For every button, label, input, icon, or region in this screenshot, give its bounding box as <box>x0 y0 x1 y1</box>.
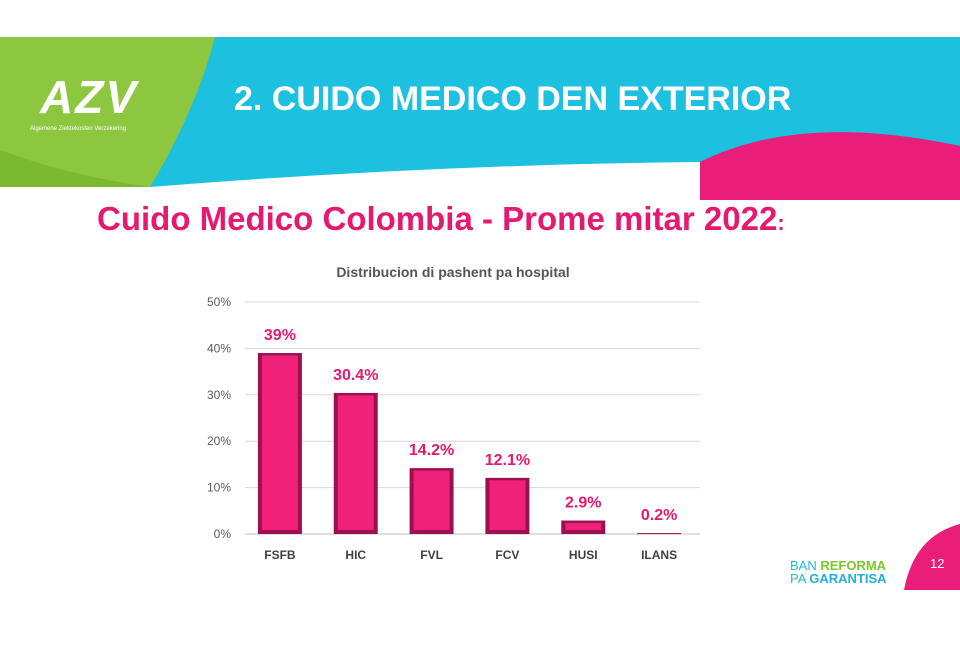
logo-subtitle: Algemene Ziektekosten Verzekering <box>30 126 127 132</box>
x-axis-ticks: FSFB HIC FVL FCV HUSI ILANS <box>264 548 677 562</box>
subtitle-text: Cuido Medico Colombia - Prome mitar 2022 <box>97 200 778 237</box>
brand-pa: PA <box>790 571 810 586</box>
x-tick-label: HIC <box>345 548 366 562</box>
y-tick-label: 50% <box>207 295 231 309</box>
brand-garantisa: GARANTISA <box>809 571 887 586</box>
page-badge <box>904 524 960 590</box>
bar-face <box>413 470 450 530</box>
bars <box>257 353 682 535</box>
data-label: 14.2% <box>409 442 454 459</box>
page-title: 2. CUIDO MEDICO DEN EXTERIOR <box>234 80 792 118</box>
x-tick-label: HUSI <box>569 548 598 562</box>
subtitle-colon: : <box>777 210 785 235</box>
brand-logo: BAN REFORMA PA GARANTISA <box>790 559 887 585</box>
bar-face <box>261 355 298 530</box>
bar-husi <box>561 520 606 534</box>
data-label: 12.1% <box>485 452 530 469</box>
y-axis-ticks: 0% 10% 20% 30% 40% 50% <box>207 295 231 541</box>
data-label: 30.4% <box>333 367 378 384</box>
page-number: 12 <box>930 556 945 571</box>
bar-face <box>337 395 374 530</box>
data-label: 0.2% <box>641 507 677 524</box>
header-banner <box>0 37 960 200</box>
x-tick-label: FCV <box>495 548 519 562</box>
brand-ban: BAN <box>790 558 821 573</box>
y-tick-label: 10% <box>207 481 231 495</box>
bar-chart: Distribucion di pashent pa hospital 0% 10… <box>207 264 700 562</box>
bar-face <box>489 480 526 530</box>
bar-fsfb <box>257 353 302 534</box>
x-tick-label: FSFB <box>264 548 296 562</box>
data-labels: 39% 30.4% 14.2% 12.1% 2.9% 0.2% <box>264 327 677 524</box>
y-tick-label: 40% <box>207 341 231 355</box>
x-tick-label: ILANS <box>641 548 677 562</box>
gridlines <box>245 301 700 535</box>
bar-ilans <box>637 533 682 535</box>
brand-reforma: REFORMA <box>820 558 887 573</box>
y-tick-label: 0% <box>214 527 232 541</box>
data-label: 2.9% <box>565 495 601 512</box>
x-tick-label: FVL <box>420 548 443 562</box>
data-label: 39% <box>264 327 296 344</box>
chart-title: Distribucion di pashent pa hospital <box>336 264 569 280</box>
bar-fcv <box>485 477 530 534</box>
bar-hic <box>333 392 378 534</box>
y-tick-label: 20% <box>207 434 231 448</box>
y-tick-label: 30% <box>207 388 231 402</box>
bar-face <box>565 522 602 530</box>
bar-fvl <box>409 468 454 534</box>
azv-logo: AZV <box>40 71 138 123</box>
slide-subtitle: Cuido Medico Colombia - Prome mitar 2022… <box>97 200 785 238</box>
